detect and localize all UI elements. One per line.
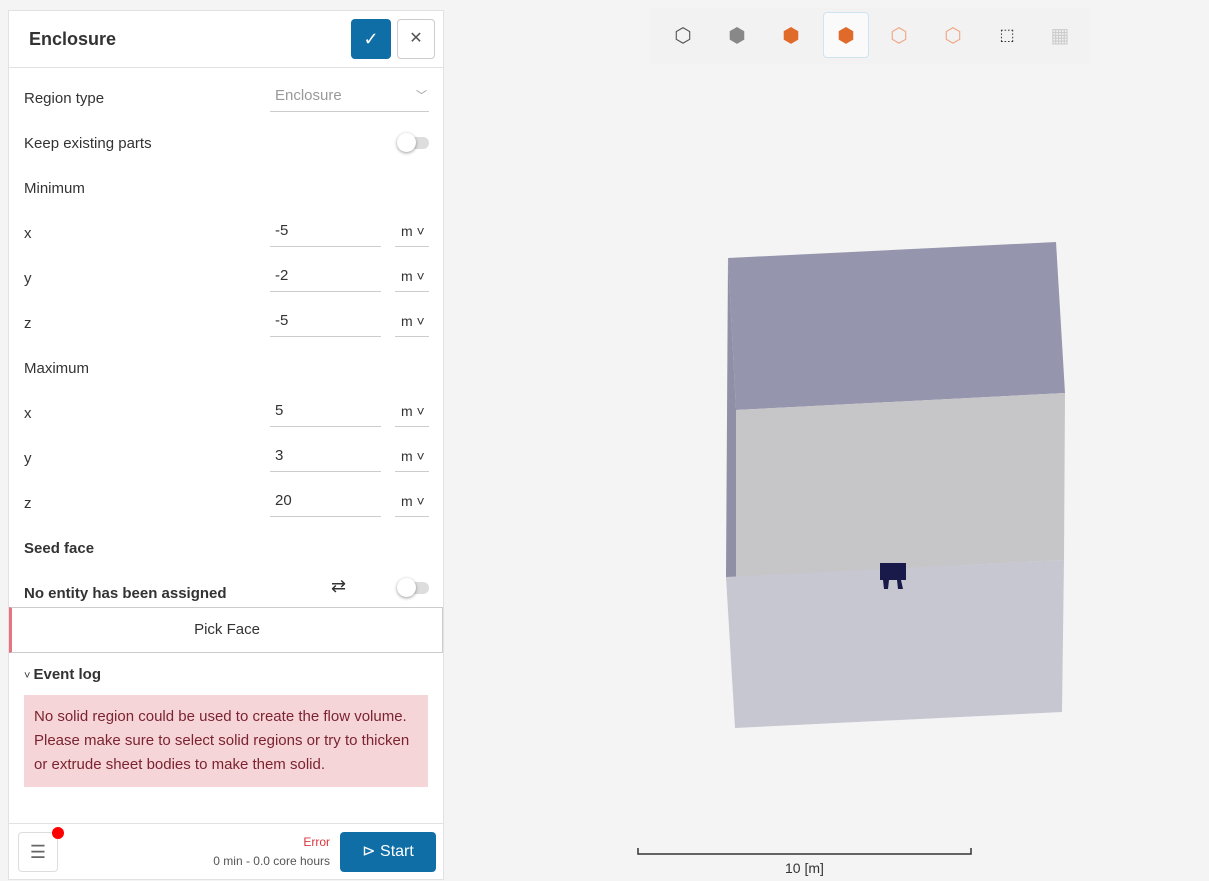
max-z-unit[interactable]: m ˅ bbox=[395, 487, 429, 517]
swap-icon[interactable]: ⇄ bbox=[331, 576, 347, 596]
max-z-input[interactable]: 20 bbox=[270, 487, 381, 517]
panel-footer: ☰ Error 0 min - 0.0 core hours ⊳ Start bbox=[9, 823, 443, 881]
maximum-label: Maximum bbox=[24, 360, 90, 377]
box-select-icon[interactable]: ⬚ bbox=[999, 27, 1015, 44]
chevron-down-icon: ﹀ bbox=[416, 90, 427, 102]
panel-title: Enclosure bbox=[29, 29, 117, 49]
max-x-unit[interactable]: m ˅ bbox=[395, 397, 429, 427]
max-y-input[interactable]: 3 bbox=[270, 442, 381, 472]
unit-value: m bbox=[401, 223, 413, 239]
close-icon: ✕ bbox=[409, 30, 423, 47]
seed-face-toggle[interactable] bbox=[397, 578, 429, 597]
solid-view-icon[interactable]: ⬢ bbox=[728, 24, 746, 47]
min-y-unit[interactable]: m ˅ bbox=[395, 262, 429, 292]
check-icon: ✓ bbox=[363, 29, 379, 49]
select-volume-icon[interactable]: ⬢ bbox=[782, 24, 800, 47]
seed-face-status: No entity has been assigned bbox=[24, 585, 227, 602]
close-button[interactable]: ✕ bbox=[397, 19, 435, 59]
panel-header: Enclosure ✓ ✕ bbox=[9, 11, 443, 68]
job-list-button[interactable]: ☰ bbox=[18, 832, 58, 872]
min-x-unit[interactable]: m ˅ bbox=[395, 217, 429, 247]
confirm-button[interactable]: ✓ bbox=[351, 19, 391, 59]
scale-bar bbox=[637, 848, 972, 855]
start-label: Start bbox=[380, 843, 414, 860]
unit-value: m bbox=[401, 403, 413, 419]
error-message: No solid region could be used to create … bbox=[24, 695, 428, 787]
model-geometry bbox=[880, 563, 906, 589]
select-face-icon[interactable]: ⬢ bbox=[823, 12, 869, 58]
max-x-label: x bbox=[24, 405, 32, 422]
unit-value: m bbox=[401, 448, 413, 464]
unit-value: m bbox=[401, 493, 413, 509]
region-type-value: Enclosure bbox=[275, 87, 342, 104]
view-toolbar: ⬡ ⬢ ⬢ ⬢ ⬡ ⬡ ⬚ ▦ bbox=[650, 8, 1090, 64]
region-type-label: Region type bbox=[24, 90, 105, 107]
enclosure-panel: Enclosure ✓ ✕ Region type Enclosure ﹀ Kee… bbox=[8, 10, 444, 880]
max-z-label: z bbox=[24, 495, 32, 512]
max-x-input[interactable]: 5 bbox=[270, 397, 381, 427]
unit-value: m bbox=[401, 313, 413, 329]
start-button[interactable]: ⊳ Start bbox=[340, 832, 436, 872]
min-y-input[interactable]: -2 bbox=[270, 262, 381, 292]
enclosure-top-face bbox=[728, 242, 1065, 410]
select-vertex-icon[interactable]: ⬡ bbox=[944, 24, 962, 47]
list-icon: ☰ bbox=[29, 842, 47, 862]
max-y-label: y bbox=[24, 450, 32, 467]
min-z-input[interactable]: -5 bbox=[270, 307, 381, 337]
unit-value: m bbox=[401, 268, 413, 284]
min-x-input[interactable]: -5 bbox=[270, 217, 381, 247]
keep-existing-label: Keep existing parts bbox=[24, 135, 152, 152]
max-y-unit[interactable]: m ˅ bbox=[395, 442, 429, 472]
seed-face-label: Seed face bbox=[24, 540, 95, 557]
min-x-label: x bbox=[24, 225, 32, 242]
enclosure-front-lower bbox=[726, 560, 1064, 728]
chevron-down-icon: ˅ bbox=[24, 670, 34, 682]
event-log-label: Event log bbox=[33, 666, 101, 683]
event-log-toggle[interactable]: ˅ Event log bbox=[24, 666, 101, 683]
pick-face-button[interactable]: Pick Face bbox=[9, 607, 443, 653]
select-edge-icon[interactable]: ⬡ bbox=[890, 24, 908, 47]
mesh-icon[interactable]: ▦ bbox=[1050, 24, 1070, 47]
enclosure-front-upper bbox=[736, 393, 1065, 577]
status-text: Error bbox=[303, 835, 330, 849]
min-z-unit[interactable]: m ˅ bbox=[395, 307, 429, 337]
min-y-label: y bbox=[24, 270, 32, 287]
region-type-select[interactable]: Enclosure ﹀ bbox=[270, 82, 429, 112]
notification-dot bbox=[52, 827, 64, 839]
enclosure-side-face bbox=[726, 258, 736, 577]
scale-label: 10 [m] bbox=[785, 860, 824, 876]
keep-existing-toggle[interactable] bbox=[397, 133, 429, 152]
play-icon: ⊳ bbox=[362, 843, 376, 860]
min-z-label: z bbox=[24, 315, 32, 332]
estimate-text: 0 min - 0.0 core hours bbox=[213, 854, 330, 868]
minimum-label: Minimum bbox=[24, 180, 85, 197]
wireframe-view-icon[interactable]: ⬡ bbox=[674, 24, 692, 47]
